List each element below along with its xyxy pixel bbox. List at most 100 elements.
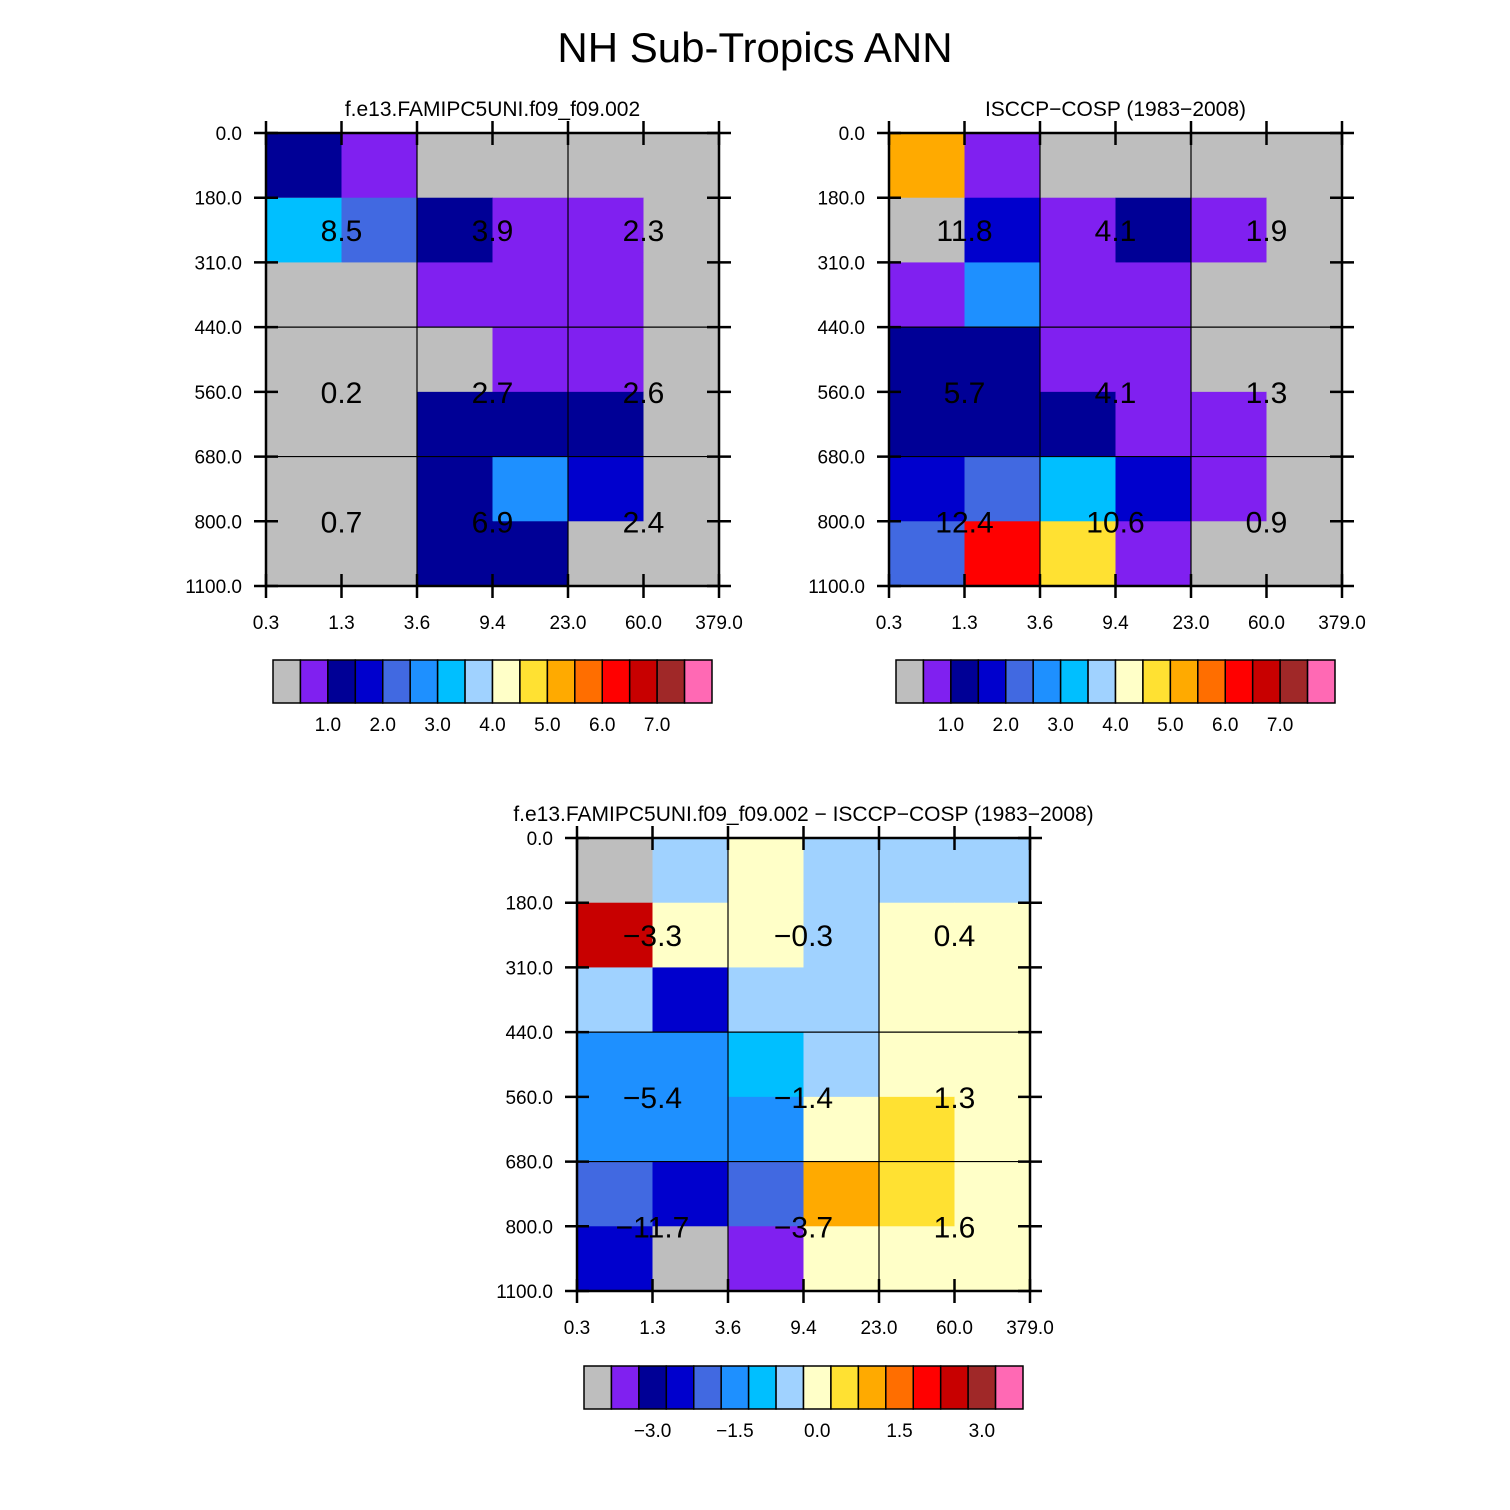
y-tick-label: 0.0: [216, 124, 242, 145]
heatmap-cell: [1266, 197, 1343, 263]
colorbar-label: 4.0: [1102, 715, 1128, 736]
block-value-label: 5.7: [944, 377, 986, 410]
heatmap-cell: [1040, 391, 1116, 458]
heatmap-cell: [803, 1226, 880, 1292]
y-tick-label: 560.0: [505, 1088, 553, 1109]
y-tick-label: 440.0: [194, 318, 242, 339]
heatmap-cell: [492, 521, 569, 587]
heatmap-cell: [266, 391, 342, 458]
heatmap-cell: [879, 1161, 955, 1227]
colorbar-label: −1.5: [716, 1421, 754, 1442]
colorbar-swatch: [327, 659, 357, 704]
colorbar-swatch: [382, 659, 411, 704]
heatmap-cell: [492, 456, 569, 522]
heatmap-cell: [889, 456, 965, 522]
colorbar-swatch: [583, 1365, 613, 1410]
heatmap-cell: [964, 133, 1041, 199]
heatmap-cell: [879, 967, 955, 1033]
block-value-label: −3.7: [774, 1211, 833, 1244]
heatmap-cell: [1040, 327, 1116, 393]
colorbar-swatch: [683, 659, 713, 704]
colorbar-swatch: [610, 1365, 640, 1410]
heatmap-cell: [879, 1032, 955, 1098]
y-tick-label: 560.0: [194, 383, 242, 404]
heatmap-cell: [1191, 262, 1267, 328]
heatmap-cell: [1266, 456, 1343, 522]
colorbar-swatch: [1032, 659, 1062, 704]
heatmap-cell: [728, 902, 804, 968]
colorbar-swatch: [895, 659, 925, 704]
y-tick-label: 180.0: [194, 189, 242, 210]
heatmap-cell: [1266, 133, 1343, 199]
colorbar-label: −3.0: [634, 1421, 672, 1442]
y-tick-label: 310.0: [817, 253, 865, 274]
heatmap-cell: [417, 133, 493, 199]
heatmap-cell: [879, 902, 955, 968]
colorbar-swatch: [977, 659, 1007, 704]
x-tick-label: 3.6: [404, 613, 430, 634]
heatmap-cell: [568, 262, 644, 328]
heatmap-cell: [1191, 133, 1267, 199]
y-tick-label: 680.0: [505, 1153, 553, 1174]
block-value-label: 0.2: [321, 377, 363, 410]
heatmap-cell: [266, 133, 342, 198]
colorbar-swatch: [409, 659, 439, 704]
heatmap-cell: [643, 391, 720, 458]
colorbar-label: 7.0: [1267, 715, 1293, 736]
colorbar-swatch: [354, 659, 384, 704]
colorbar-swatch: [1306, 659, 1336, 704]
colorbar-swatch: [1005, 659, 1034, 704]
heatmap-cell: [1266, 327, 1343, 393]
heatmap-cell: [1040, 133, 1116, 199]
x-tick-label: 379.0: [695, 613, 743, 634]
heatmap-cell: [964, 391, 1041, 458]
heatmap-cell: [1191, 521, 1267, 587]
heatmap-cell: [964, 456, 1041, 522]
colorbar-swatch: [272, 659, 302, 704]
block-value-label: −3.3: [623, 920, 682, 953]
block-value-label: 8.5: [321, 215, 363, 248]
block-value-label: 0.7: [321, 506, 363, 539]
heatmap-cell: [577, 967, 653, 1033]
x-tick-label: 379.0: [1006, 1318, 1054, 1339]
colorbar-swatch: [491, 659, 521, 704]
heatmap-cell: [889, 391, 965, 458]
heatmap-cell: [954, 838, 1031, 904]
heatmap-cell: [652, 1161, 729, 1227]
colorbar-label: 3.0: [969, 1421, 995, 1442]
heatmap-cell: [577, 838, 653, 904]
x-tick-label: 1.3: [328, 613, 354, 634]
colorbar-swatch: [922, 659, 952, 704]
colorbar-swatch: [802, 1365, 832, 1410]
x-tick-label: 9.4: [1102, 613, 1129, 634]
heatmap-cell: [577, 902, 653, 968]
heatmap-cell: [643, 456, 720, 522]
heatmap-cell: [889, 327, 965, 393]
y-tick-label: 560.0: [817, 383, 865, 404]
panel-title: f.e13.FAMIPC5UNI.f09_f09.002: [345, 98, 640, 121]
heatmap-cell: [492, 197, 569, 263]
x-tick-label: 3.6: [1027, 613, 1053, 634]
heatmap-cell: [266, 197, 342, 263]
colorbar-swatch: [601, 659, 631, 704]
x-tick-label: 379.0: [1318, 613, 1366, 634]
heatmap-cell: [1115, 521, 1192, 587]
heatmap-cell: [964, 262, 1041, 328]
heatmap-cell: [492, 327, 569, 393]
y-tick-label: 180.0: [505, 894, 553, 915]
block-value-label: −1.4: [774, 1082, 833, 1115]
colorbar-swatch: [638, 1365, 668, 1410]
heatmap-cell: [803, 967, 880, 1033]
colorbar-swatch: [1279, 659, 1309, 704]
x-tick-label: 60.0: [625, 613, 662, 634]
block-value-label: 1.3: [1246, 377, 1288, 410]
y-tick-label: 800.0: [194, 512, 242, 533]
heatmap-cell: [341, 262, 418, 328]
colorbar-swatch: [912, 1365, 942, 1410]
heatmap-cell: [728, 1161, 804, 1227]
heatmap-cell: [577, 1161, 653, 1227]
heatmap-cell: [652, 1096, 729, 1163]
x-tick-label: 1.3: [951, 613, 977, 634]
colorbar-label: 6.0: [589, 715, 615, 736]
heatmap-cell: [341, 133, 418, 199]
